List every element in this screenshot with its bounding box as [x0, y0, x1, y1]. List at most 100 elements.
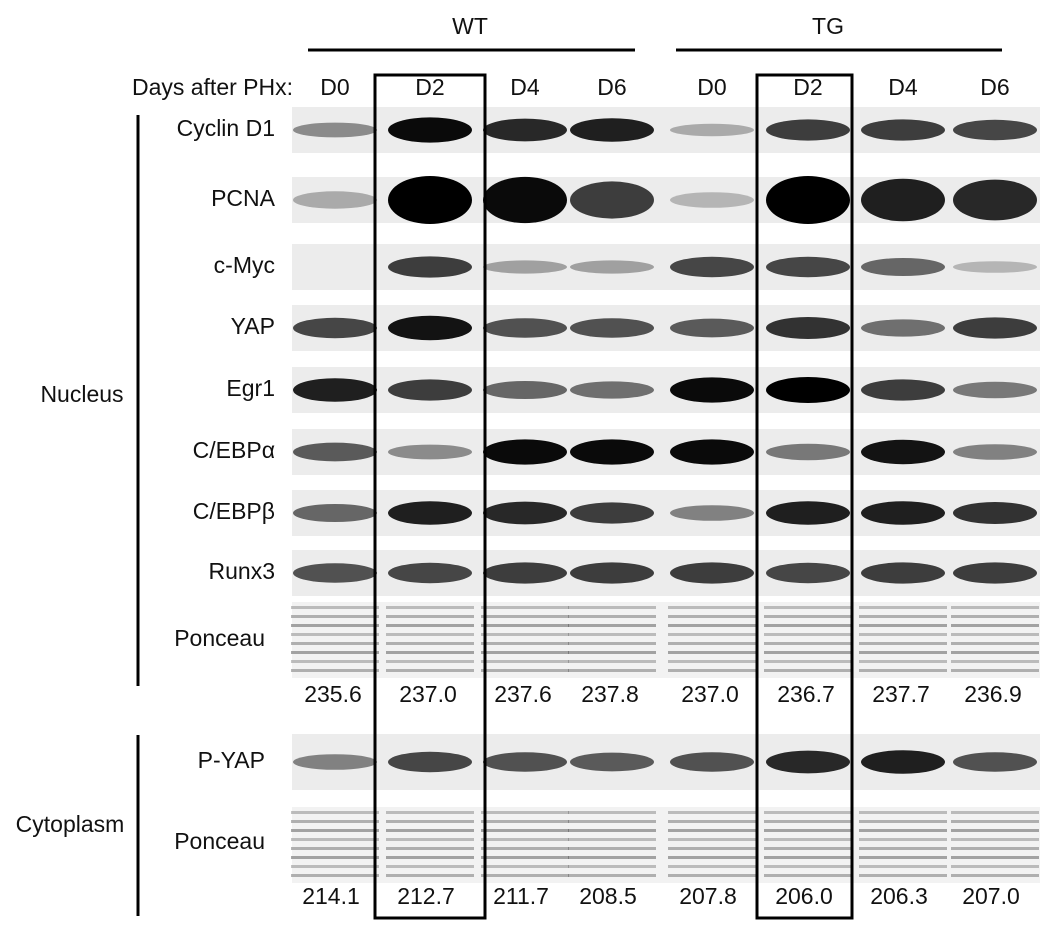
section-label: Nucleus — [40, 381, 123, 407]
ponceau-band — [668, 820, 756, 823]
band — [570, 118, 654, 142]
ponceau-band — [568, 669, 656, 672]
ponceau-band — [568, 606, 656, 609]
ponceau-band — [481, 874, 569, 877]
ponceau-value: 206.3 — [870, 883, 928, 909]
ponceau-band — [764, 669, 852, 672]
ponceau-band — [481, 606, 569, 609]
band — [570, 562, 654, 584]
ponceau-band — [481, 615, 569, 618]
ponceau-value: 207.0 — [962, 883, 1020, 909]
blots — [291, 107, 1040, 883]
ponceau-band — [291, 865, 379, 868]
band — [570, 181, 654, 219]
ponceau-band — [291, 874, 379, 877]
ponceau-band — [481, 660, 569, 663]
ponceau-value: 236.7 — [777, 681, 835, 707]
band — [483, 176, 567, 224]
ponceau-band — [859, 829, 947, 832]
ponceau-value: 237.6 — [494, 681, 552, 707]
ponceau-band — [481, 820, 569, 823]
ponceau-band — [386, 874, 474, 877]
ponceau-band — [386, 820, 474, 823]
ponceau-band — [764, 606, 852, 609]
band — [570, 439, 654, 465]
ponceau-band — [568, 642, 656, 645]
ponceau-band — [481, 624, 569, 627]
ponceau-band — [951, 865, 1039, 868]
lane-label: D0 — [697, 74, 726, 100]
ponceau-band — [764, 624, 852, 627]
group-label: WT — [452, 13, 488, 39]
band — [766, 443, 850, 461]
ponceau-band — [859, 865, 947, 868]
ponceau-band — [481, 838, 569, 841]
lane-label: D2 — [415, 74, 444, 100]
ponceau-value: 211.7 — [493, 883, 549, 909]
ponceau-band — [859, 606, 947, 609]
ponceau-band — [386, 856, 474, 859]
band — [766, 750, 850, 774]
section-label: Cytoplasm — [16, 811, 125, 837]
lane-label: D4 — [510, 74, 540, 100]
band — [953, 317, 1037, 339]
ponceau-band — [568, 820, 656, 823]
ponceau-band — [859, 811, 947, 814]
band — [483, 501, 567, 525]
band — [388, 315, 472, 341]
ponceau-band — [291, 838, 379, 841]
ponceau-band — [951, 874, 1039, 877]
ponceau-band — [481, 669, 569, 672]
band — [861, 439, 945, 465]
ponceau-band — [291, 606, 379, 609]
ponceau-value: 236.9 — [964, 681, 1022, 707]
row-label: Ponceau — [174, 828, 265, 854]
ponceau-band — [859, 642, 947, 645]
ponceau-band — [568, 624, 656, 627]
row-label: Ponceau — [174, 625, 265, 651]
ponceau-band — [668, 606, 756, 609]
ponceau-band — [668, 651, 756, 654]
lane-label: D0 — [320, 74, 349, 100]
band — [293, 378, 377, 402]
band — [766, 176, 850, 224]
ponceau-band — [386, 865, 474, 868]
band — [483, 562, 567, 584]
band — [953, 444, 1037, 460]
ponceau-band — [291, 642, 379, 645]
ponceau-band — [481, 811, 569, 814]
band — [570, 752, 654, 772]
ponceau-band — [859, 856, 947, 859]
highlight-box — [373, 73, 487, 920]
ponceau-band — [568, 865, 656, 868]
ponceau-band — [291, 660, 379, 663]
ponceau-band — [668, 669, 756, 672]
ponceau-band — [481, 865, 569, 868]
ponceau-value: 235.6 — [304, 681, 362, 707]
band — [388, 379, 472, 401]
band — [388, 444, 472, 460]
ponceau-band — [951, 847, 1039, 850]
band — [293, 317, 377, 339]
ponceau-band — [951, 820, 1039, 823]
ponceau-band — [859, 660, 947, 663]
band — [483, 752, 567, 772]
ponceau-band — [291, 633, 379, 636]
band — [861, 501, 945, 525]
band — [953, 752, 1037, 772]
row-label: Cyclin D1 — [177, 115, 275, 141]
ponceau-value: 237.0 — [681, 681, 739, 707]
ponceau-band — [951, 856, 1039, 859]
ponceau-band — [668, 865, 756, 868]
ponceau-band — [481, 633, 569, 636]
ponceau-band — [764, 829, 852, 832]
band — [766, 377, 850, 403]
band — [861, 562, 945, 584]
band — [670, 377, 754, 403]
group-label: TG — [812, 13, 844, 39]
ponceau-value: 237.0 — [399, 681, 457, 707]
ponceau-band — [668, 811, 756, 814]
band — [953, 119, 1037, 141]
ponceau-band — [568, 847, 656, 850]
ponceau-strip — [292, 807, 1040, 883]
